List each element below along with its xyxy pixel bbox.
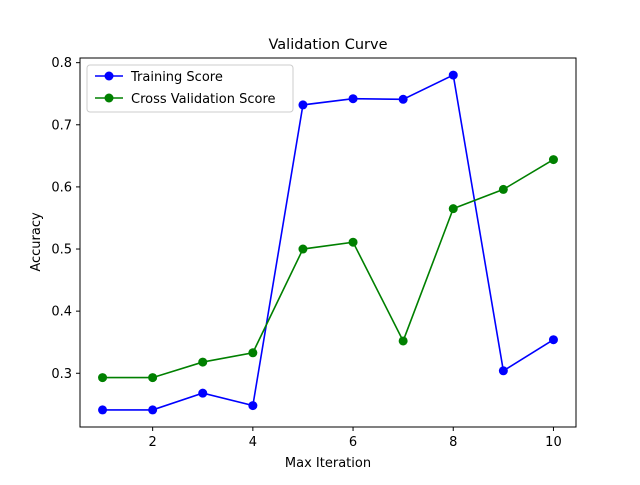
data-point-series-1: [448, 204, 458, 214]
legend: Training Score Cross Validation Score: [86, 64, 294, 113]
data-point-series-0: [148, 405, 158, 415]
y-tick-label: 0.5: [51, 243, 72, 258]
y-tick-label: 0.8: [51, 56, 72, 71]
x-tick-label: 2: [149, 435, 157, 450]
axes-background: [80, 58, 576, 427]
data-point-series-1: [98, 373, 108, 383]
plot-area: [80, 58, 576, 427]
x-tick-label: 4: [249, 435, 257, 450]
data-point-series-0: [348, 94, 358, 104]
data-point-series-0: [498, 366, 508, 376]
data-point-series-1: [148, 373, 158, 383]
legend-marker-training: [104, 71, 114, 81]
data-point-series-1: [248, 348, 258, 358]
x-tick-label: 8: [449, 435, 457, 450]
y-tick-label: 0.7: [51, 118, 72, 133]
chart-title: Validation Curve: [269, 37, 388, 53]
axes-frame: [79, 57, 577, 428]
y-tick-label: 0.3: [51, 367, 72, 382]
data-point-series-0: [398, 94, 408, 104]
series-line-1: [102, 158, 554, 379]
y-axis-ticks: 0.3 0.4 0.5 0.6 0.7 0.8: [51, 56, 80, 382]
data-point-series-0: [198, 388, 208, 398]
data-point-series-0: [248, 401, 258, 411]
legend-marker-cross-validation: [104, 93, 114, 103]
x-tick-label: 6: [349, 435, 357, 450]
data-point-series-0: [448, 70, 458, 80]
data-point-series-0: [298, 100, 308, 110]
legend-label-cross-validation: Cross Validation Score: [131, 92, 276, 107]
data-point-series-1: [398, 336, 408, 346]
data-point-series-0: [548, 335, 558, 345]
y-axis-label: Accuracy: [29, 212, 44, 272]
data-point-series-1: [548, 155, 558, 165]
legend-label-training: Training Score: [130, 70, 223, 85]
series-line-0: [102, 73, 554, 411]
y-tick-label: 0.6: [51, 180, 72, 195]
data-point-series-1: [348, 237, 358, 247]
data-point-series-1: [498, 184, 508, 194]
data-point-series-1: [298, 244, 308, 254]
y-tick-label: 0.4: [51, 305, 72, 320]
x-tick-label: 10: [545, 435, 562, 450]
x-axis-ticks: 2 4 6 8 10: [149, 427, 562, 450]
series-layer: [98, 70, 558, 415]
x-axis-label: Max Iteration: [285, 456, 371, 471]
data-point-series-1: [198, 357, 208, 367]
legend-frame: [86, 64, 294, 113]
data-point-series-0: [98, 405, 108, 415]
